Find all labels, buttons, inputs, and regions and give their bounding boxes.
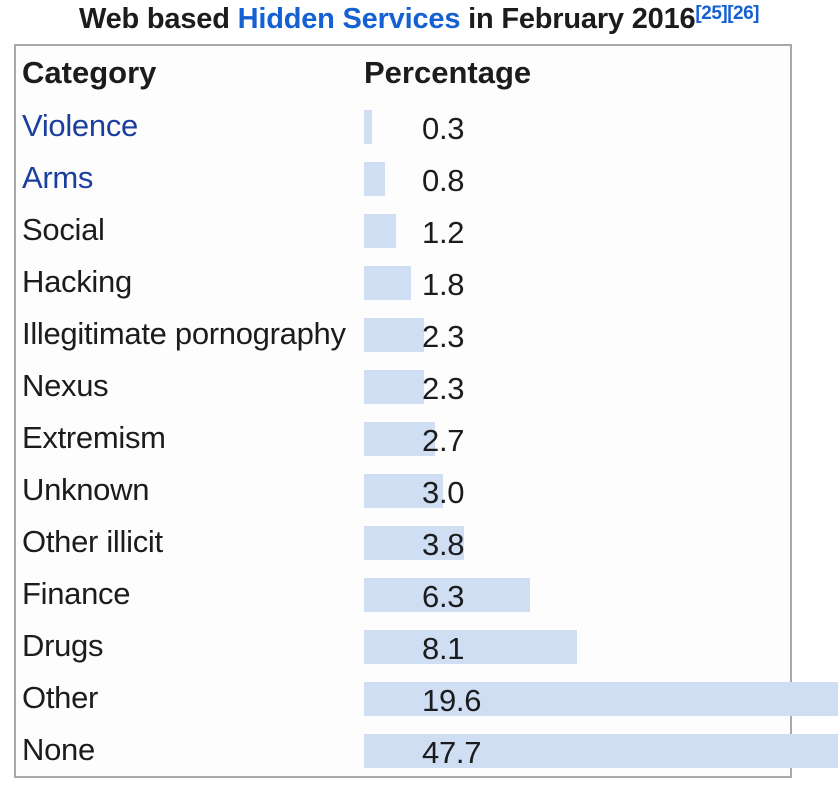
- percentage-bar: [364, 526, 464, 560]
- percentage-value: 2.3: [422, 319, 465, 354]
- row-label: Hacking: [22, 264, 132, 299]
- percentage-value: 3.0: [422, 475, 465, 510]
- percentage-bar: [364, 578, 530, 612]
- percentage-value: 6.3: [422, 579, 465, 614]
- percentage-bar: [364, 474, 443, 508]
- percentage-value: 2.7: [422, 423, 465, 458]
- table-row: Nexus 2.3: [16, 360, 790, 412]
- row-label: Illegitimate pornography: [22, 316, 346, 351]
- percentage-value: 47.7: [422, 735, 482, 770]
- row-label: Unknown: [22, 472, 150, 507]
- percentage-bar: [364, 162, 386, 196]
- percentage-value: 8.1: [422, 631, 465, 666]
- row-label: None: [22, 732, 95, 767]
- table-row: Hacking 1.8: [16, 256, 790, 308]
- percentage-value: 1.2: [422, 215, 465, 250]
- table-row: Finance 6.3: [16, 568, 790, 620]
- table-row: Social 1.2: [16, 204, 790, 256]
- table-row: None 47.7: [16, 724, 838, 776]
- row-label[interactable]: Arms: [22, 160, 94, 195]
- row-label: Other illicit: [22, 524, 163, 559]
- table-row: Violence 0.3: [16, 100, 790, 152]
- row-label: Social: [22, 212, 105, 247]
- table-row: Arms 0.8: [16, 152, 790, 204]
- title-suffix: in February 2016: [460, 3, 696, 35]
- row-label: Extremism: [22, 420, 166, 455]
- percentage-value: 0.8: [422, 163, 465, 198]
- table-row: Drugs 8.1: [16, 620, 790, 672]
- title-prefix: Web based: [78, 3, 238, 35]
- table-row: Other illicit 3.8: [16, 516, 790, 568]
- row-label: Other: [22, 680, 99, 715]
- percentage-value: 3.8: [422, 527, 465, 562]
- percentage-value: 1.8: [422, 267, 465, 302]
- percentage-bar: [364, 110, 372, 144]
- percentage-bar: [364, 370, 425, 404]
- percentage-bar: [364, 214, 396, 248]
- row-label: Finance: [22, 576, 131, 611]
- percentage-bar: [364, 734, 838, 768]
- row-label: Nexus: [22, 368, 109, 403]
- citation-26-link[interactable]: [26]: [727, 3, 760, 24]
- percentage-column-header: Percentage: [364, 55, 532, 90]
- table-row: Other 19.6: [16, 672, 838, 724]
- hidden-services-link[interactable]: Hidden Services: [237, 3, 461, 35]
- percentage-value: 2.3: [422, 371, 465, 406]
- table-row: Illegitimate pornography 2.3: [16, 308, 790, 360]
- percentage-bar: [364, 318, 425, 352]
- hidden-services-table: Category Percentage Violence 0.3 Arms 0.…: [14, 44, 838, 778]
- percentage-bar: [364, 422, 435, 456]
- table-header-row: Category Percentage: [16, 46, 790, 100]
- table-row: Unknown 3.0: [16, 464, 790, 516]
- percentage-bar: [364, 682, 838, 716]
- page-title: Web based Hidden Services in February 20…: [0, 3, 838, 36]
- percentage-value: 0.3: [422, 111, 465, 146]
- citation-25-link[interactable]: [25]: [695, 3, 728, 24]
- row-label: Drugs: [22, 628, 104, 663]
- percentage-value: 19.6: [422, 683, 482, 718]
- percentage-bar: [364, 266, 412, 300]
- percentage-bar: [364, 630, 578, 664]
- category-column-header: Category: [22, 55, 157, 90]
- table-row: Extremism 2.7: [16, 412, 790, 464]
- row-label[interactable]: Violence: [22, 108, 138, 143]
